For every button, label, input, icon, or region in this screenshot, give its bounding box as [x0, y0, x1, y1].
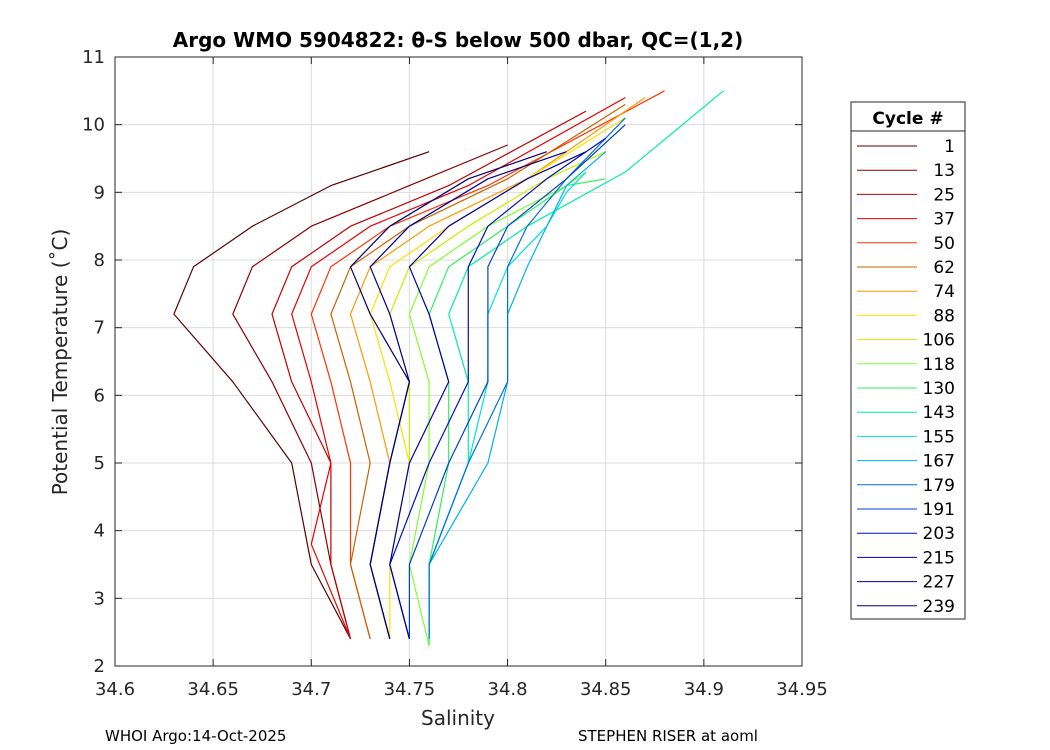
- legend-label-1: 1: [944, 137, 955, 157]
- x-tick-label: 34.65: [187, 679, 239, 700]
- series-line-cycle-179: [428, 117, 626, 639]
- series-line-cycle-215: [389, 151, 587, 640]
- x-tick-label: 34.75: [384, 679, 436, 700]
- axis-ticks: 34.6 34.65 34.7 34.75 34.8 34.85 34.9 34.95 2 3 4 5…: [82, 47, 828, 700]
- x-tick-label: 34.6: [95, 679, 135, 700]
- legend-label-191: 191: [923, 500, 955, 520]
- y-tick-label: 5: [94, 453, 105, 474]
- y-tick-label: 4: [94, 521, 105, 542]
- y-tick-label: 10: [82, 115, 105, 136]
- legend-label-130: 130: [923, 379, 955, 399]
- x-tick-label: 34.9: [684, 679, 724, 700]
- legend-label-62: 62: [933, 258, 955, 278]
- x-tick-label: 34.7: [291, 679, 331, 700]
- footer-left: WHOI Argo:14-Oct-2025: [105, 727, 286, 745]
- y-tick-label: 2: [94, 656, 105, 677]
- legend-label-25: 25: [933, 185, 955, 205]
- legend-label-203: 203: [923, 524, 955, 544]
- x-tick-label: 34.95: [776, 679, 828, 700]
- series-line-cycle-1: [173, 151, 430, 640]
- legend-title: Cycle #: [872, 109, 943, 129]
- legend-label-179: 179: [923, 476, 955, 496]
- series-line-cycle-13: [232, 144, 508, 640]
- series-line-cycle-239: [349, 151, 547, 640]
- legend-label-106: 106: [923, 331, 955, 351]
- legend-label-118: 118: [923, 355, 955, 375]
- legend-label-13: 13: [933, 161, 955, 181]
- legend: Cycle # 1 13 25 37 50 62 74 88 106 118 130 143 155 16…: [850, 101, 966, 620]
- legend-label-227: 227: [923, 573, 955, 593]
- chart-title: Argo WMO 5904822: θ-S below 500 dbar, QC…: [173, 28, 743, 52]
- plot-area: [115, 57, 802, 666]
- y-axis-label: Potential Temperature (˚C): [48, 229, 72, 496]
- x-axis-label: Salinity: [421, 706, 495, 730]
- legend-label-167: 167: [923, 452, 955, 472]
- legend-entries: 1 13 25 37 50 62 74 88 106 118 130 143 155 167 179 191 2…: [857, 137, 955, 617]
- legend-label-215: 215: [923, 548, 955, 568]
- series-line-cycle-191: [408, 124, 626, 639]
- legend-label-74: 74: [933, 282, 955, 302]
- legend-label-50: 50: [933, 234, 955, 254]
- series-line-cycle-62: [330, 103, 626, 640]
- y-tick-label: 6: [94, 385, 105, 406]
- series-line-cycle-25: [271, 110, 587, 640]
- y-tick-label: 7: [94, 318, 105, 339]
- y-tick-label: 3: [94, 588, 105, 609]
- footer-right: STEPHEN RISER at aoml: [578, 727, 758, 745]
- plot-frame: [114, 56, 803, 667]
- legend-label-239: 239: [923, 597, 955, 617]
- x-tick-label: 34.85: [580, 679, 632, 700]
- series-lines: [173, 90, 724, 646]
- legend-label-37: 37: [933, 210, 955, 230]
- series-line-cycle-203: [389, 137, 607, 640]
- y-tick-label: 11: [82, 47, 105, 68]
- legend-label-88: 88: [933, 306, 955, 326]
- y-tick-label: 8: [94, 250, 105, 271]
- x-tick-label: 34.8: [488, 679, 528, 700]
- y-tick-label: 9: [94, 182, 105, 203]
- legend-label-155: 155: [923, 427, 955, 447]
- legend-label-143: 143: [923, 403, 955, 423]
